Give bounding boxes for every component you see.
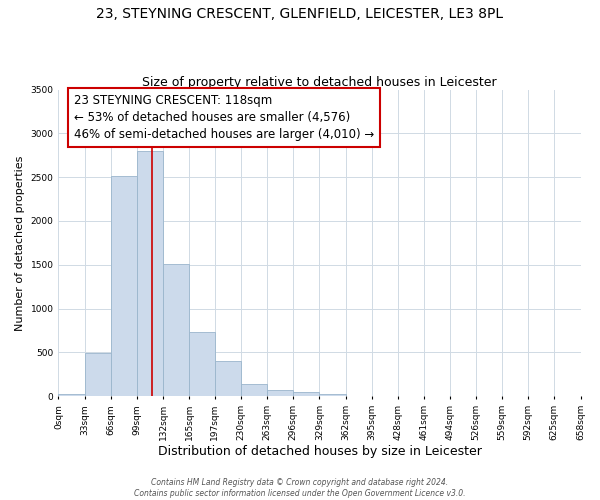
Bar	[267, 390, 293, 396]
Bar	[319, 394, 346, 396]
Title: Size of property relative to detached houses in Leicester: Size of property relative to detached ho…	[142, 76, 497, 90]
Text: 23 STEYNING CRESCENT: 118sqm
← 53% of detached houses are smaller (4,576)
46% of: 23 STEYNING CRESCENT: 118sqm ← 53% of de…	[74, 94, 374, 141]
Bar	[241, 384, 267, 396]
Bar	[190, 332, 215, 396]
Y-axis label: Number of detached properties: Number of detached properties	[15, 155, 25, 330]
Text: 23, STEYNING CRESCENT, GLENFIELD, LEICESTER, LE3 8PL: 23, STEYNING CRESCENT, GLENFIELD, LEICES…	[97, 8, 503, 22]
X-axis label: Distribution of detached houses by size in Leicester: Distribution of detached houses by size …	[158, 444, 481, 458]
Bar	[85, 354, 111, 397]
Text: Contains HM Land Registry data © Crown copyright and database right 2024.
Contai: Contains HM Land Registry data © Crown c…	[134, 478, 466, 498]
Bar	[137, 151, 163, 396]
Bar	[293, 392, 319, 396]
Bar	[215, 362, 241, 396]
Bar	[58, 394, 85, 396]
Bar	[163, 264, 190, 396]
Bar	[111, 176, 137, 396]
